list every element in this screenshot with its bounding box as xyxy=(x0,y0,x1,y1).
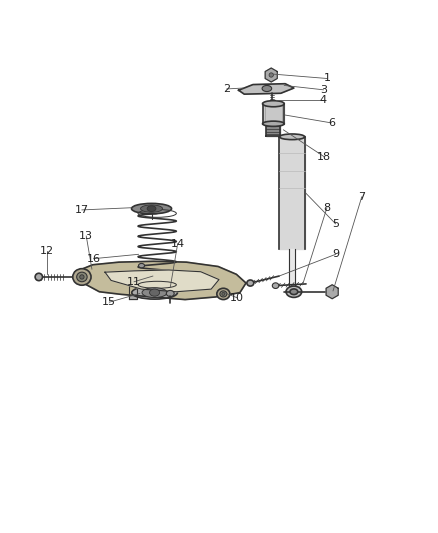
Text: 15: 15 xyxy=(102,297,117,307)
Text: 11: 11 xyxy=(127,277,141,287)
Polygon shape xyxy=(326,285,338,298)
Text: 12: 12 xyxy=(40,246,54,256)
Text: 8: 8 xyxy=(323,203,331,213)
Ellipse shape xyxy=(131,204,172,214)
Ellipse shape xyxy=(35,273,42,281)
Text: 4: 4 xyxy=(319,95,326,105)
Text: 2: 2 xyxy=(223,84,230,94)
Polygon shape xyxy=(129,286,137,298)
Text: 14: 14 xyxy=(170,239,185,249)
Polygon shape xyxy=(289,249,295,289)
Ellipse shape xyxy=(217,288,230,300)
Polygon shape xyxy=(279,137,305,249)
Ellipse shape xyxy=(166,290,174,296)
Ellipse shape xyxy=(73,269,91,285)
Ellipse shape xyxy=(132,286,177,299)
Text: 17: 17 xyxy=(75,205,89,215)
Ellipse shape xyxy=(247,280,254,286)
Text: 16: 16 xyxy=(87,254,101,264)
Polygon shape xyxy=(266,125,280,136)
Ellipse shape xyxy=(286,286,302,297)
Text: 18: 18 xyxy=(317,152,332,162)
Ellipse shape xyxy=(141,205,162,212)
Polygon shape xyxy=(75,261,246,300)
Text: 10: 10 xyxy=(230,293,244,303)
Text: 5: 5 xyxy=(332,219,339,229)
Ellipse shape xyxy=(138,263,145,268)
Ellipse shape xyxy=(80,275,84,279)
Text: 9: 9 xyxy=(332,249,339,260)
Ellipse shape xyxy=(279,134,305,140)
Ellipse shape xyxy=(272,283,279,288)
Ellipse shape xyxy=(262,101,284,107)
Polygon shape xyxy=(105,270,219,292)
Ellipse shape xyxy=(269,73,273,77)
Ellipse shape xyxy=(262,121,284,126)
Ellipse shape xyxy=(147,206,156,212)
Ellipse shape xyxy=(149,289,159,296)
Ellipse shape xyxy=(262,85,272,92)
Text: 13: 13 xyxy=(79,231,93,241)
Ellipse shape xyxy=(77,272,87,282)
Ellipse shape xyxy=(222,293,225,295)
Polygon shape xyxy=(239,84,294,94)
Text: 6: 6 xyxy=(328,118,335,128)
Ellipse shape xyxy=(290,289,298,295)
Text: 7: 7 xyxy=(358,192,365,202)
Polygon shape xyxy=(265,68,277,82)
Ellipse shape xyxy=(220,291,227,297)
Text: 3: 3 xyxy=(320,85,327,95)
Polygon shape xyxy=(262,104,284,124)
Ellipse shape xyxy=(142,288,167,297)
Text: 1: 1 xyxy=(323,74,330,84)
